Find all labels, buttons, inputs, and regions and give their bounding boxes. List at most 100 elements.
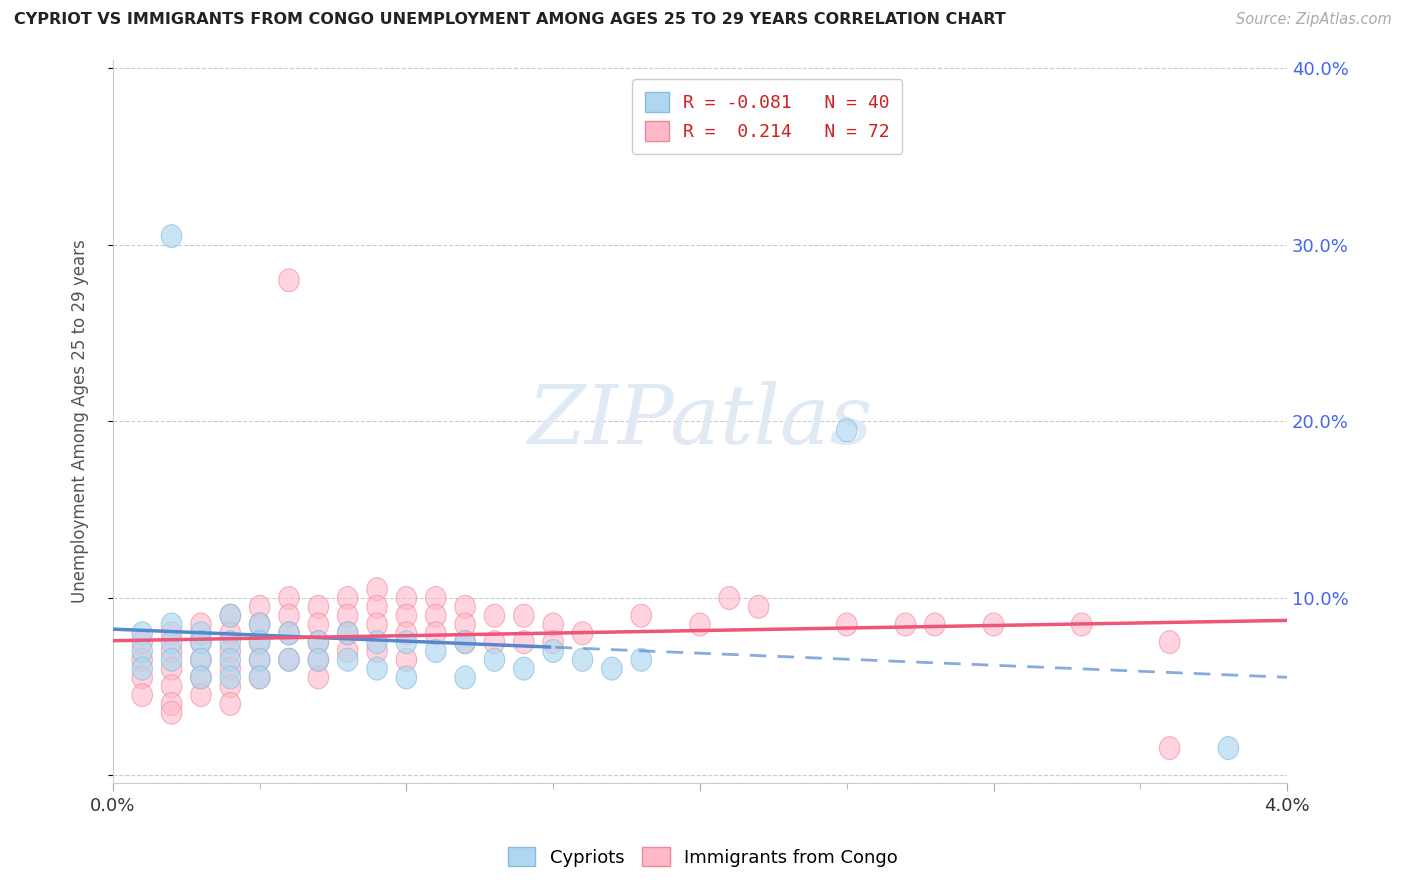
Ellipse shape	[367, 578, 387, 600]
Ellipse shape	[513, 604, 534, 627]
Ellipse shape	[132, 640, 152, 663]
Ellipse shape	[513, 657, 534, 680]
Ellipse shape	[249, 595, 270, 618]
Ellipse shape	[837, 419, 858, 442]
Ellipse shape	[1160, 737, 1180, 759]
Ellipse shape	[426, 587, 446, 609]
Ellipse shape	[513, 631, 534, 654]
Ellipse shape	[162, 657, 181, 680]
Ellipse shape	[191, 648, 211, 672]
Ellipse shape	[132, 683, 152, 706]
Ellipse shape	[837, 613, 858, 636]
Ellipse shape	[631, 604, 651, 627]
Ellipse shape	[426, 604, 446, 627]
Ellipse shape	[426, 622, 446, 645]
Ellipse shape	[191, 648, 211, 672]
Text: ZIPatlas: ZIPatlas	[527, 382, 873, 461]
Ellipse shape	[543, 640, 564, 663]
Ellipse shape	[162, 648, 181, 672]
Ellipse shape	[308, 613, 329, 636]
Ellipse shape	[484, 648, 505, 672]
Ellipse shape	[249, 666, 270, 689]
Ellipse shape	[572, 622, 593, 645]
Ellipse shape	[1160, 631, 1180, 654]
Ellipse shape	[249, 666, 270, 689]
Ellipse shape	[896, 613, 915, 636]
Ellipse shape	[337, 604, 359, 627]
Ellipse shape	[396, 622, 416, 645]
Ellipse shape	[162, 631, 181, 654]
Ellipse shape	[278, 604, 299, 627]
Ellipse shape	[367, 657, 387, 680]
Ellipse shape	[337, 622, 359, 645]
Ellipse shape	[308, 648, 329, 672]
Ellipse shape	[249, 631, 270, 654]
Ellipse shape	[337, 640, 359, 663]
Ellipse shape	[191, 666, 211, 689]
Y-axis label: Unemployment Among Ages 25 to 29 years: Unemployment Among Ages 25 to 29 years	[72, 240, 89, 603]
Legend: R = -0.081   N = 40, R =  0.214   N = 72: R = -0.081 N = 40, R = 0.214 N = 72	[633, 79, 903, 153]
Ellipse shape	[484, 631, 505, 654]
Legend: Cypriots, Immigrants from Congo: Cypriots, Immigrants from Congo	[501, 840, 905, 874]
Ellipse shape	[162, 225, 181, 248]
Ellipse shape	[1071, 613, 1092, 636]
Ellipse shape	[690, 613, 710, 636]
Ellipse shape	[162, 640, 181, 663]
Ellipse shape	[308, 595, 329, 618]
Ellipse shape	[162, 701, 181, 724]
Ellipse shape	[278, 648, 299, 672]
Ellipse shape	[456, 631, 475, 654]
Ellipse shape	[748, 595, 769, 618]
Ellipse shape	[191, 666, 211, 689]
Ellipse shape	[543, 613, 564, 636]
Ellipse shape	[426, 640, 446, 663]
Ellipse shape	[249, 631, 270, 654]
Ellipse shape	[132, 631, 152, 654]
Ellipse shape	[456, 613, 475, 636]
Ellipse shape	[278, 268, 299, 292]
Ellipse shape	[132, 666, 152, 689]
Ellipse shape	[337, 622, 359, 645]
Ellipse shape	[219, 604, 240, 627]
Ellipse shape	[219, 604, 240, 627]
Ellipse shape	[543, 631, 564, 654]
Ellipse shape	[219, 631, 240, 654]
Ellipse shape	[191, 683, 211, 706]
Ellipse shape	[249, 613, 270, 636]
Ellipse shape	[308, 631, 329, 654]
Ellipse shape	[191, 613, 211, 636]
Ellipse shape	[219, 666, 240, 689]
Ellipse shape	[396, 604, 416, 627]
Text: Source: ZipAtlas.com: Source: ZipAtlas.com	[1236, 12, 1392, 27]
Ellipse shape	[925, 613, 945, 636]
Ellipse shape	[308, 648, 329, 672]
Ellipse shape	[396, 631, 416, 654]
Ellipse shape	[278, 587, 299, 609]
Ellipse shape	[456, 631, 475, 654]
Ellipse shape	[219, 640, 240, 663]
Ellipse shape	[572, 648, 593, 672]
Ellipse shape	[308, 666, 329, 689]
Ellipse shape	[367, 631, 387, 654]
Ellipse shape	[162, 692, 181, 715]
Ellipse shape	[367, 613, 387, 636]
Ellipse shape	[219, 648, 240, 672]
Ellipse shape	[132, 648, 152, 672]
Ellipse shape	[162, 613, 181, 636]
Ellipse shape	[456, 595, 475, 618]
Ellipse shape	[249, 613, 270, 636]
Ellipse shape	[162, 622, 181, 645]
Ellipse shape	[162, 675, 181, 698]
Ellipse shape	[602, 657, 623, 680]
Ellipse shape	[278, 648, 299, 672]
Ellipse shape	[219, 622, 240, 645]
Ellipse shape	[132, 657, 152, 680]
Ellipse shape	[278, 622, 299, 645]
Ellipse shape	[367, 595, 387, 618]
Ellipse shape	[191, 631, 211, 654]
Ellipse shape	[337, 648, 359, 672]
Ellipse shape	[337, 587, 359, 609]
Ellipse shape	[191, 631, 211, 654]
Ellipse shape	[1218, 737, 1239, 759]
Ellipse shape	[308, 631, 329, 654]
